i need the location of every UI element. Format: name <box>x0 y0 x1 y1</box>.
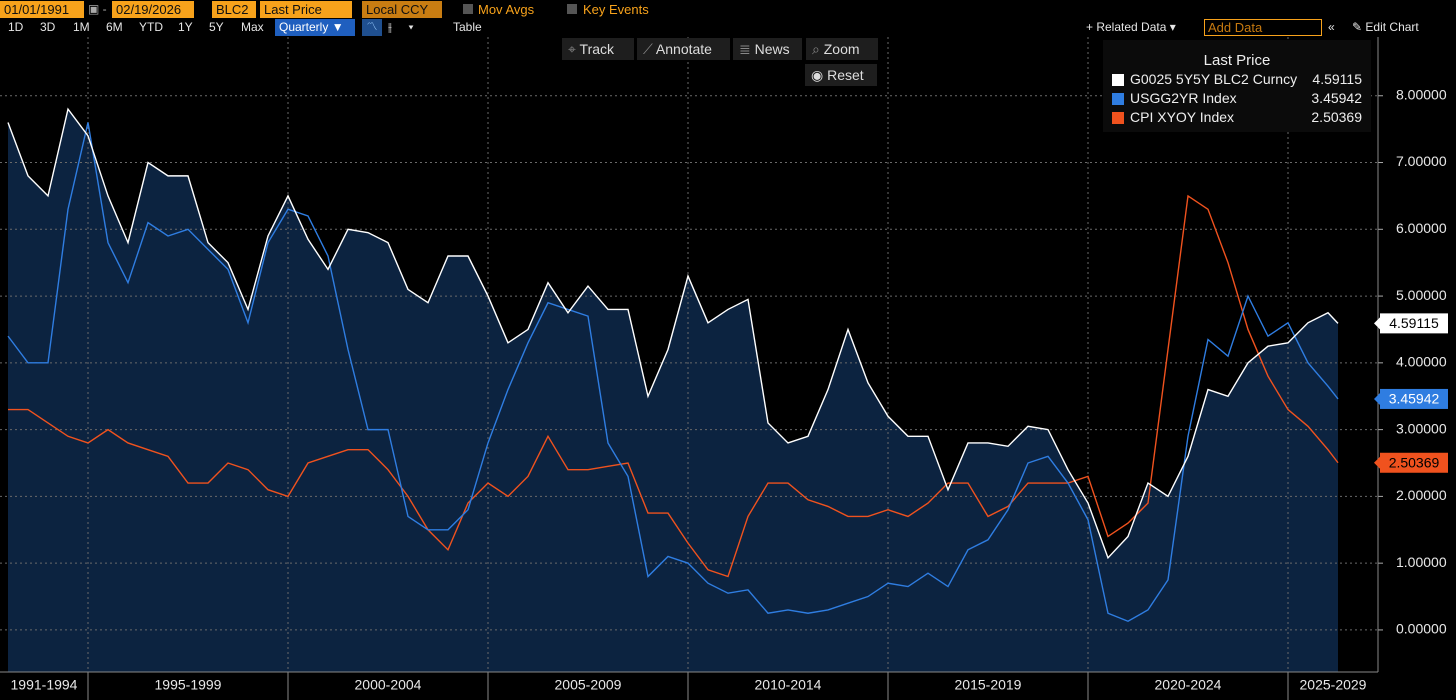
x-tick-label: 2000-2004 <box>355 677 422 693</box>
x-tick-label: 2005-2009 <box>555 677 622 693</box>
key-events[interactable]: Key Events <box>583 2 649 17</box>
field[interactable]: Last Price <box>260 1 352 18</box>
end-date[interactable]: 02/19/2026 <box>112 1 194 18</box>
chart-tool[interactable]: ≣ News <box>733 38 802 60</box>
y-tick-label: 7.00000 <box>1396 153 1447 169</box>
checkbox[interactable] <box>567 4 577 14</box>
edit-chart[interactable]: ✎ Edit Chart <box>1352 20 1419 34</box>
legend-swatch <box>1112 93 1124 105</box>
legend-label: USGG2YR Index <box>1130 90 1237 106</box>
period-button[interactable]: 1D <box>8 20 24 34</box>
chart-tool[interactable]: ⌖ Track <box>562 38 634 60</box>
area-fill <box>8 109 1338 672</box>
y-tick-label: 3.00000 <box>1396 420 1447 436</box>
period-button[interactable]: 3D <box>40 20 56 34</box>
legend-swatch <box>1112 112 1124 124</box>
last-value-flag <box>1380 388 1448 409</box>
tool-icon: ≣ <box>739 41 755 57</box>
last-value-flag <box>1380 452 1448 473</box>
period-button[interactable]: 1M <box>73 20 90 34</box>
frequency-label: Quarterly <box>279 20 329 34</box>
y-tick-label: 0.00000 <box>1396 621 1447 637</box>
y-tick-label: 8.00000 <box>1396 86 1447 102</box>
mov-avgs[interactable]: Mov Avgs <box>478 2 535 17</box>
legend-value: 2.50369 <box>1311 109 1362 125</box>
reset[interactable]: ◉ Reset <box>805 64 877 86</box>
tool-label: Zoom <box>823 41 860 57</box>
legend-value: 4.59115 <box>1312 71 1362 87</box>
series-line <box>7 107 1339 560</box>
table[interactable]: Table <box>453 20 482 34</box>
checkbox[interactable] <box>463 4 473 14</box>
line-icon[interactable]: 〽 <box>362 19 382 36</box>
tool-icon: ⌖ <box>568 41 580 57</box>
x-tick-label: 2010-2014 <box>755 677 822 693</box>
chart-tool[interactable]: ⟋ Annotate <box>637 38 730 60</box>
legend-swatch <box>1112 74 1124 86</box>
reset-label: Reset <box>827 67 864 83</box>
period-button[interactable]: YTD <box>139 20 163 34</box>
last-value-flag <box>1380 313 1448 334</box>
flag-pointer <box>1374 392 1380 405</box>
y-tick-label: 6.00000 <box>1396 220 1447 236</box>
tool-label: Track <box>579 41 615 57</box>
edit-chart-label: Edit Chart <box>1365 20 1419 34</box>
y-tick-label: 5.00000 <box>1396 287 1447 303</box>
legend-value: 3.45942 <box>1311 90 1362 106</box>
related-data-label: Related Data <box>1096 20 1167 34</box>
series-line <box>7 122 1339 623</box>
x-tick-label: 1991-1994 <box>11 677 78 693</box>
add-data[interactable]: Add Data <box>1204 19 1322 36</box>
x-tick-label: 1995-1999 <box>155 677 222 693</box>
legend-label: CPI XYOY Index <box>1130 109 1235 125</box>
currency[interactable]: Local CCY <box>362 1 442 18</box>
period-button[interactable]: 6M <box>106 20 123 34</box>
last-value-label: 4.59115 <box>1389 315 1439 331</box>
flag-pointer <box>1374 456 1380 469</box>
collapse[interactable]: « <box>1328 20 1335 34</box>
source[interactable]: BLC2 <box>212 1 256 18</box>
chart-tool[interactable]: ⌕ Zoom <box>806 38 878 60</box>
start-date[interactable]: 01/01/1991 <box>0 1 84 18</box>
x-tick-label: 2020-2024 <box>1155 677 1222 693</box>
x-tick-label: 2025-2029 <box>1300 677 1367 693</box>
related-data[interactable]: + Related Data ▾ <box>1086 20 1176 34</box>
flag-pointer <box>1374 317 1380 330</box>
period-button[interactable]: Max <box>241 20 264 34</box>
tool-icon: ⟋ <box>643 41 656 57</box>
bar-icon[interactable]: ⫲ ▾ <box>388 20 414 34</box>
tool-label: News <box>754 41 790 57</box>
period-button[interactable]: 1Y <box>178 20 193 34</box>
legend-title: Last Price <box>1203 52 1271 69</box>
y-tick-label: 4.00000 <box>1396 354 1447 370</box>
last-value-label: 3.45942 <box>1389 391 1440 407</box>
y-tick-label: 2.00000 <box>1396 487 1447 503</box>
series-line <box>8 194 1339 578</box>
legend: Last Price G0025 5Y5Y BLC2 Curncy 4.59115… <box>1103 40 1371 132</box>
period-button[interactable]: 5Y <box>209 20 224 34</box>
tool-icon: ⌕ <box>812 41 824 57</box>
legend-label: G0025 5Y5Y BLC2 Curncy <box>1130 71 1298 87</box>
x-tick-label: 2015-2019 <box>955 677 1022 693</box>
last-value-label: 2.50369 <box>1389 454 1440 470</box>
date-separator: ▣ - <box>88 2 107 16</box>
tool-label: Annotate <box>655 41 712 57</box>
frequency[interactable]: Quarterly ▼ <box>275 19 355 36</box>
y-tick-label: 1.00000 <box>1396 554 1447 570</box>
